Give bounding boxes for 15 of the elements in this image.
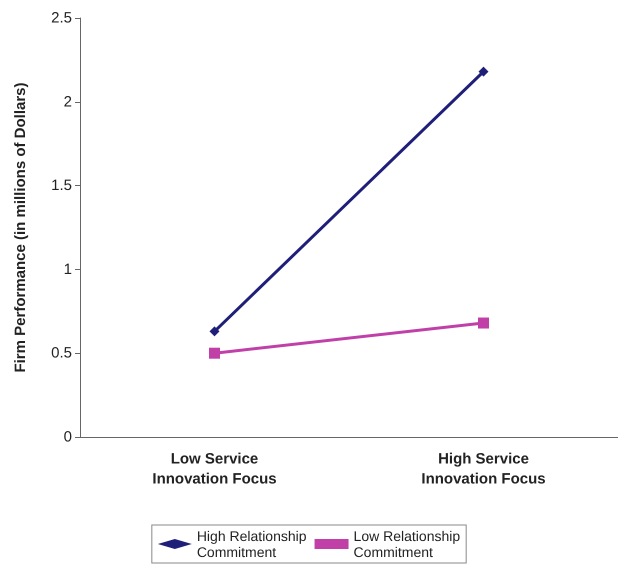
x-tick-label: Low Service Innovation Focus <box>152 450 277 488</box>
y-tick-label: 1 <box>64 260 72 278</box>
point <box>209 348 220 359</box>
x-tick-label: High Service Innovation Focus <box>421 450 546 488</box>
point <box>210 326 220 336</box>
y-tick-label: 2 <box>64 93 72 110</box>
y-tick-label: 1.5 <box>51 177 72 194</box>
legend-label: Low Relationship Commitment <box>354 528 460 560</box>
point <box>478 66 488 77</box>
y-tick-label: 2.5 <box>51 10 72 26</box>
y-axis-title: Firm Performance (in millions of Dollars) <box>12 82 29 373</box>
point <box>478 318 489 329</box>
y-tick-label: 0 <box>64 428 72 446</box>
legend-label: High Relationship Commitment <box>196 528 307 560</box>
y-tick-label: 0.5 <box>51 344 72 362</box>
